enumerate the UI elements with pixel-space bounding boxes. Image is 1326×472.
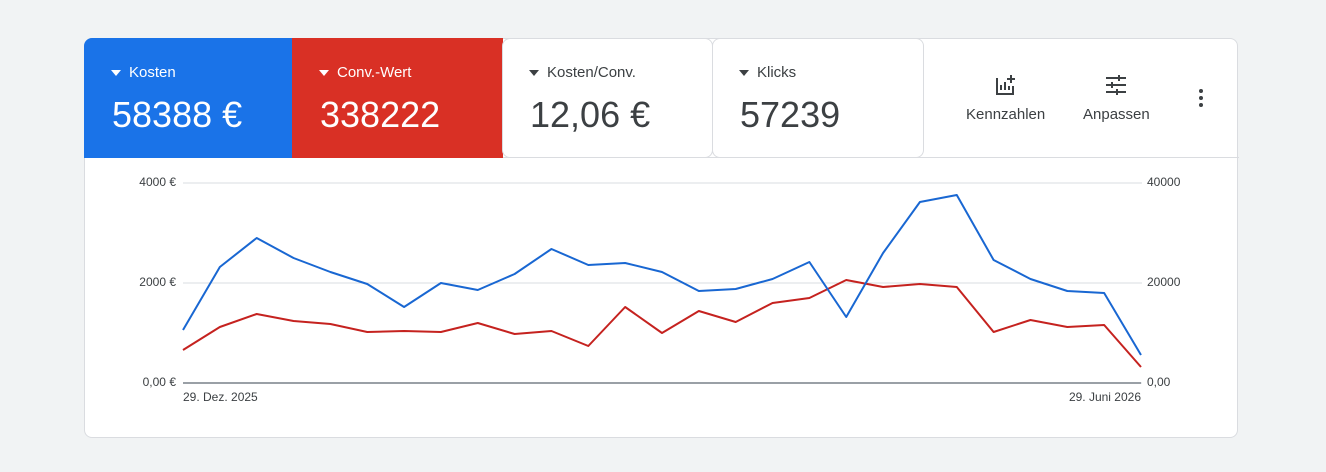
- metrics-icon: [995, 75, 1015, 95]
- toolbar-button[interactable]: Kennzahlen: [966, 72, 1045, 123]
- series-line: [182, 279, 1142, 368]
- y-tick-label: 4000 €: [139, 175, 176, 189]
- metric-card[interactable]: Kosten 58388 €: [84, 38, 293, 158]
- metric-value: 57239: [740, 94, 841, 135]
- y-tick-label: 2000 €: [139, 275, 176, 289]
- metric-label-row: Kosten: [111, 64, 176, 81]
- y-tick-label: 0,00 €: [143, 375, 177, 389]
- x-tick-label: 29. Juni 2026: [1069, 390, 1141, 404]
- metric-label-row: Conv.-Wert: [319, 64, 411, 81]
- toolbar-label: Anpassen: [1083, 106, 1150, 123]
- x-tick-label: 29. Dez. 2025: [183, 390, 258, 404]
- toolbar-button[interactable]: Anpassen: [1083, 72, 1150, 123]
- metric-label: Klicks: [757, 64, 797, 81]
- metric-label: Conv.-Wert: [337, 64, 412, 81]
- metric-value: 58388 €: [112, 94, 243, 135]
- metric-value: 338222: [320, 94, 441, 135]
- metric-card[interactable]: Klicks 57239: [712, 38, 924, 158]
- dropdown-icon: [529, 69, 539, 76]
- toolbar-label: Kennzahlen: [966, 106, 1046, 123]
- metric-card[interactable]: Conv.-Wert 338222: [292, 38, 503, 158]
- dropdown-icon: [111, 69, 121, 76]
- metric-value: 12,06 €: [530, 94, 651, 135]
- y2-tick-label: 0,00: [1147, 375, 1171, 389]
- metric-label: Kosten/Conv.: [547, 64, 636, 81]
- dropdown-icon: [319, 69, 329, 76]
- dropdown-icon: [739, 69, 749, 76]
- metric-label: Kosten: [129, 64, 176, 81]
- y2-tick-label: 40000: [1147, 175, 1181, 189]
- more-menu[interactable]: [1192, 88, 1210, 110]
- y2-tick-label: 20000: [1147, 275, 1181, 289]
- metric-label-row: Kosten/Conv.: [529, 64, 636, 81]
- adjust-icon: [1106, 75, 1127, 95]
- series-line: [182, 194, 1142, 356]
- metric-card[interactable]: Kosten/Conv. 12,06 €: [502, 38, 713, 158]
- metric-label-row: Klicks: [739, 64, 796, 81]
